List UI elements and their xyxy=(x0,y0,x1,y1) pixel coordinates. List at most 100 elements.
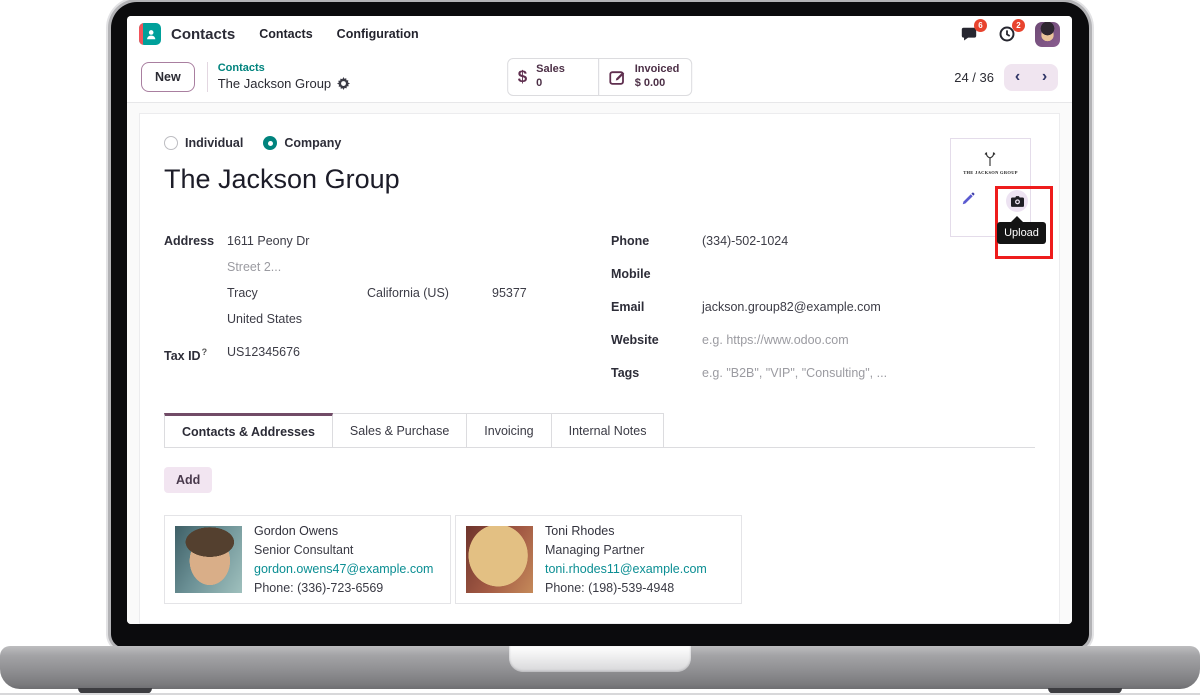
company-type-selector: Individual Company xyxy=(164,136,1035,150)
email-field[interactable]: jackson.group82@example.com xyxy=(702,300,881,314)
activities-icon[interactable]: 2 xyxy=(997,19,1025,44)
record-pager: 24 / 36 ‹ › xyxy=(954,63,1058,91)
contact-phone: Phone: (336)-723-6569 xyxy=(254,580,384,595)
contact-card-toni[interactable]: Toni Rhodes Managing Partner toni.rhodes… xyxy=(455,515,742,604)
tax-id-field[interactable]: US12345676 xyxy=(227,345,300,359)
radio-individual-label: Individual xyxy=(185,136,244,150)
upload-tooltip-label: Upload xyxy=(1004,227,1039,239)
contact-photo-gordon xyxy=(175,526,242,593)
radio-individual-circle[interactable] xyxy=(164,136,178,150)
email-label: Email xyxy=(611,300,645,314)
form-view: Individual Company The Jackson Group Add… xyxy=(127,103,1072,624)
company-logo-text: The Jackson Group xyxy=(963,170,1018,175)
invoice-edit-icon xyxy=(608,70,624,85)
pager-pill: ‹ › xyxy=(1004,63,1058,91)
app-title: Contacts xyxy=(171,25,236,43)
form-sheet: Individual Company The Jackson Group Add… xyxy=(139,113,1060,624)
pager-prev-button[interactable]: ‹ xyxy=(1004,64,1031,91)
mobile-label: Mobile xyxy=(611,267,651,281)
company-logo: The Jackson Group xyxy=(963,151,1018,175)
street-field[interactable]: 1611 Peony Dr xyxy=(227,234,310,248)
tab-sales-purchase[interactable]: Sales & Purchase xyxy=(332,413,468,447)
stat-buttons: $ Sales 0 Invoiced $ 0.00 xyxy=(506,58,693,96)
radio-individual[interactable]: Individual xyxy=(164,136,243,150)
upload-camera-button[interactable] xyxy=(1006,190,1028,212)
sales-stat-value: 0 xyxy=(536,77,543,89)
laptop-foot-left xyxy=(78,688,152,694)
top-navbar: Contacts Contacts Configuration 6 xyxy=(127,16,1072,52)
laptop-notch xyxy=(509,646,691,672)
tags-label: Tags xyxy=(611,366,640,380)
tags-field[interactable]: e.g. "B2B", "VIP", "Consulting", ... xyxy=(702,366,888,380)
radio-company-label: Company xyxy=(284,136,342,150)
website-field[interactable]: e.g. https://www.odoo.com xyxy=(702,333,849,347)
phone-label: Phone xyxy=(611,234,650,248)
contact-phone: Phone: (198)-539-4948 xyxy=(545,580,675,595)
laptop-base xyxy=(0,646,1200,689)
upload-tooltip: Upload xyxy=(997,216,1046,244)
laptop-foot-right xyxy=(1048,688,1122,694)
dollar-icon: $ xyxy=(517,67,528,86)
phone-field[interactable]: (334)-502-1024 xyxy=(702,234,789,248)
tab-internal-notes[interactable]: Internal Notes xyxy=(551,413,665,447)
contact-card-gordon[interactable]: Gordon Owens Senior Consultant gordon.ow… xyxy=(164,515,451,604)
notebook-tabs: Contacts & Addresses Sales & Purchase In… xyxy=(164,413,1035,448)
sales-stat-button[interactable]: $ Sales 0 xyxy=(506,58,599,96)
pager-count: 24 / 36 xyxy=(954,69,994,85)
state-field[interactable]: California (US) xyxy=(367,286,449,300)
user-avatar[interactable] xyxy=(1035,21,1060,47)
website-label: Website xyxy=(611,333,659,347)
contact-cards: Gordon Owens Senior Consultant gordon.ow… xyxy=(164,515,1035,604)
activities-badge: 2 xyxy=(1012,19,1025,32)
floor-shadow xyxy=(0,693,1200,695)
invoiced-stat-label: Invoiced xyxy=(634,63,680,76)
contact-card-text: Toni Rhodes Managing Partner toni.rhodes… xyxy=(545,522,707,598)
camera-icon xyxy=(1010,195,1024,207)
breadcrumb-current: The Jackson Group xyxy=(217,75,351,92)
contact-email-link[interactable]: gordon.owens47@example.com xyxy=(254,561,434,576)
sales-stat-label: Sales xyxy=(536,63,565,76)
breadcrumb-current-label: The Jackson Group xyxy=(217,75,332,91)
field-columns: Address 1611 Peony Dr Street 2... Tracy xyxy=(164,232,1035,397)
add-contact-button[interactable]: Add xyxy=(164,467,213,493)
country-field[interactable]: United States xyxy=(227,312,303,326)
messages-icon[interactable]: 6 xyxy=(959,19,987,44)
contact-info-column: Phone (334)-502-1024 Mobile Email jackso… xyxy=(611,232,951,397)
street2-field[interactable]: Street 2... xyxy=(227,260,282,274)
chat-bubble-icon xyxy=(961,27,977,41)
contact-name: Gordon Owens xyxy=(254,523,339,538)
city-field[interactable]: Tracy xyxy=(227,286,258,300)
contact-name: Toni Rhodes xyxy=(545,523,615,538)
contact-job-title: Managing Partner xyxy=(545,542,645,557)
pager-next-button[interactable]: › xyxy=(1031,64,1058,91)
laptop-lid: Contacts Contacts Configuration 6 xyxy=(111,2,1089,648)
contact-email-link[interactable]: toni.rhodes11@example.com xyxy=(545,561,707,576)
tab-contacts-addresses[interactable]: Contacts & Addresses xyxy=(164,413,333,447)
gear-icon[interactable] xyxy=(337,77,351,91)
edit-image-pencil-icon[interactable] xyxy=(961,192,975,206)
radio-company[interactable]: Company xyxy=(263,136,341,150)
menu-configuration[interactable]: Configuration xyxy=(336,27,419,41)
messages-badge: 6 xyxy=(974,19,987,32)
person-icon xyxy=(146,29,155,39)
tab-invoicing[interactable]: Invoicing xyxy=(467,413,552,447)
antler-logo-icon xyxy=(985,152,996,166)
contact-photo-toni xyxy=(466,526,533,593)
app-screen: Contacts Contacts Configuration 6 xyxy=(127,16,1072,624)
new-button[interactable]: New xyxy=(141,62,195,92)
contacts-app-icon[interactable] xyxy=(139,23,161,45)
radio-company-circle[interactable] xyxy=(263,136,278,150)
tax-id-label: Tax ID? xyxy=(164,347,208,364)
breadcrumb-parent[interactable]: Contacts xyxy=(217,62,265,74)
contact-job-title: Senior Consultant xyxy=(254,542,354,557)
zip-field[interactable]: 95377 xyxy=(492,286,527,300)
address-label: Address xyxy=(164,234,215,248)
invoiced-stat-button[interactable]: Invoiced $ 0.00 xyxy=(597,58,693,96)
menu-contacts[interactable]: Contacts xyxy=(259,27,313,41)
control-panel: New Contacts The Jackson Group $ xyxy=(127,52,1072,103)
contact-card-text: Gordon Owens Senior Consultant gordon.ow… xyxy=(254,522,433,598)
invoiced-stat-value: $ 0.00 xyxy=(634,77,666,89)
record-title[interactable]: The Jackson Group xyxy=(164,164,400,194)
clock-icon xyxy=(999,26,1015,42)
